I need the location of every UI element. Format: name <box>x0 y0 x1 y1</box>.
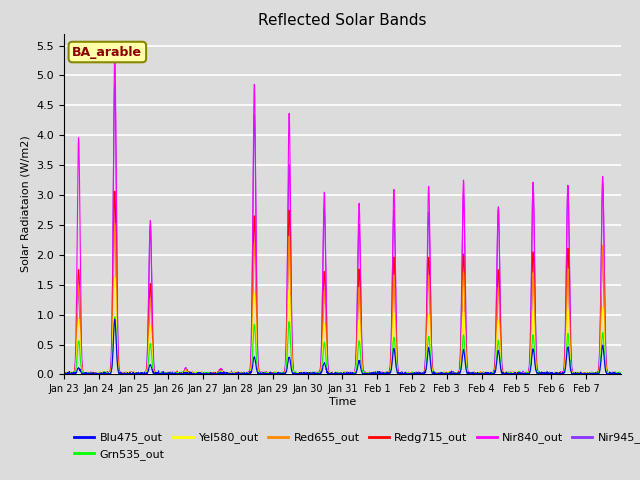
Red655_out <box>236 372 244 377</box>
Red655_out <box>111 221 118 227</box>
Red655_out <box>474 372 481 377</box>
Grn535_out <box>542 372 550 377</box>
Blu475_out <box>542 371 550 377</box>
Blu475_out <box>511 370 518 376</box>
Line: Grn535_out: Grn535_out <box>64 317 621 374</box>
Grn535_out <box>236 371 244 377</box>
Nir945_out <box>542 371 550 377</box>
Nir840_out <box>511 372 518 377</box>
Yel580_out <box>542 371 550 377</box>
Nir840_out <box>376 371 384 376</box>
Blu475_out <box>617 371 625 377</box>
Nir945_out <box>111 82 118 87</box>
Yel580_out <box>616 372 624 377</box>
Redg715_out <box>116 371 124 376</box>
Nir840_out <box>236 371 244 376</box>
Red655_out <box>60 370 68 376</box>
Y-axis label: Solar Radiataion (W/m2): Solar Radiataion (W/m2) <box>21 136 31 272</box>
Blu475_out <box>116 370 124 376</box>
Blu475_out <box>236 371 244 377</box>
Blu475_out <box>232 372 239 377</box>
Redg715_out <box>609 371 617 377</box>
Yel580_out <box>111 275 118 280</box>
Nir945_out <box>60 370 68 375</box>
Redg715_out <box>483 372 491 377</box>
Yel580_out <box>116 371 124 377</box>
Nir945_out <box>617 371 625 377</box>
Nir945_out <box>236 372 244 377</box>
Grn535_out <box>609 371 617 377</box>
Yel580_out <box>609 372 617 377</box>
Redg715_out <box>617 371 625 376</box>
Line: Yel580_out: Yel580_out <box>64 277 621 374</box>
Nir945_out <box>116 370 124 376</box>
Blu475_out <box>609 371 617 377</box>
Yel580_out <box>376 372 384 377</box>
Yel580_out <box>236 371 244 377</box>
Line: Nir945_out: Nir945_out <box>64 84 621 374</box>
Red655_out <box>609 371 617 377</box>
Redg715_out <box>376 371 384 377</box>
Blu475_out <box>60 372 68 377</box>
Grn535_out <box>542 370 550 375</box>
Nir840_out <box>239 372 246 377</box>
Nir840_out <box>111 45 118 50</box>
Line: Redg715_out: Redg715_out <box>64 192 621 374</box>
Redg715_out <box>542 371 550 377</box>
Red655_out <box>617 371 625 376</box>
Line: Nir840_out: Nir840_out <box>64 48 621 374</box>
Nir840_out <box>609 370 617 376</box>
Red655_out <box>116 371 124 377</box>
Yel580_out <box>510 371 518 376</box>
Grn535_out <box>111 314 118 320</box>
Yel580_out <box>60 371 68 377</box>
Grn535_out <box>116 370 124 375</box>
Title: Reflected Solar Bands: Reflected Solar Bands <box>258 13 427 28</box>
Nir840_out <box>617 370 625 376</box>
Red655_out <box>542 371 550 377</box>
Line: Blu475_out: Blu475_out <box>64 319 621 374</box>
Blu475_out <box>376 369 384 375</box>
Nir945_out <box>515 372 522 377</box>
Legend: Blu475_out, Grn535_out, Yel580_out, Red655_out, Redg715_out, Nir840_out, Nir945_: Blu475_out, Grn535_out, Yel580_out, Red6… <box>70 428 640 464</box>
Grn535_out <box>510 371 518 376</box>
Nir945_out <box>609 371 617 377</box>
Nir945_out <box>510 371 518 377</box>
Nir945_out <box>376 372 384 377</box>
Nir840_out <box>60 371 68 377</box>
Grn535_out <box>60 371 68 377</box>
Redg715_out <box>111 189 118 194</box>
Red655_out <box>511 371 518 376</box>
Nir840_out <box>116 371 124 377</box>
Grn535_out <box>617 372 625 377</box>
Redg715_out <box>236 371 244 377</box>
Redg715_out <box>60 372 68 377</box>
Redg715_out <box>511 371 518 376</box>
Line: Red655_out: Red655_out <box>64 224 621 374</box>
Blu475_out <box>111 316 118 322</box>
Grn535_out <box>376 370 384 376</box>
Text: BA_arable: BA_arable <box>72 46 142 59</box>
X-axis label: Time: Time <box>329 397 356 407</box>
Nir840_out <box>542 371 550 377</box>
Red655_out <box>376 371 384 377</box>
Yel580_out <box>617 371 625 377</box>
